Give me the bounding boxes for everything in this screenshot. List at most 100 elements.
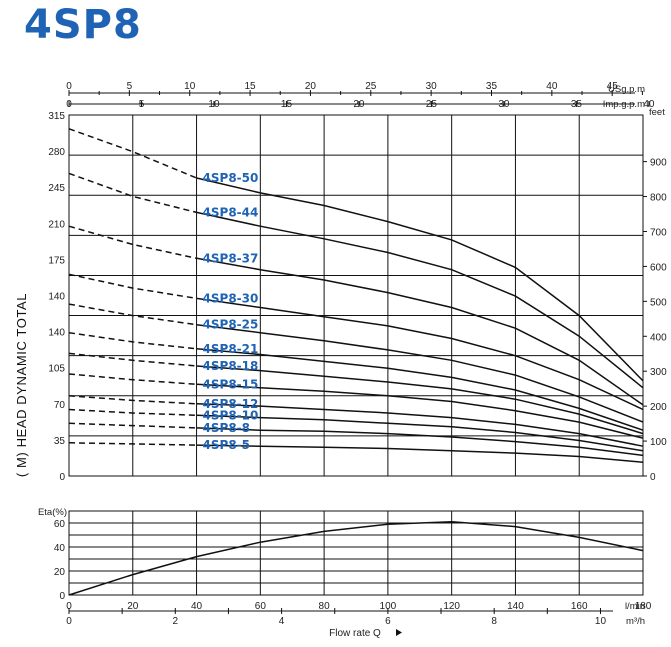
usgpm-tick-label: 45 [607, 81, 619, 92]
y-tick-label-right: 700 [650, 227, 667, 238]
head-curve-solid [196, 177, 644, 382]
head-curve-dashed [68, 128, 197, 179]
m3h-tick-label: 2 [173, 616, 179, 627]
usgpm-tick-label: 10 [184, 81, 196, 92]
y-tick-label-left: 35 [54, 436, 66, 447]
y-tick-label-right: 0 [650, 472, 656, 483]
eta-plot-frame [68, 510, 644, 596]
lmin-tick-label: 60 [255, 601, 267, 612]
impgpm-tick-label: 10 [208, 99, 220, 110]
head-curve-dashed [68, 422, 197, 429]
y-tick-label-left: 140 [48, 328, 65, 339]
usgpm-tick-label: 25 [365, 81, 377, 92]
head-curve-dashed [68, 331, 197, 350]
curve-label: 4SP8-18 [203, 359, 259, 373]
y-tick-label-right: 300 [650, 367, 667, 378]
efficiency-curve [68, 521, 644, 596]
head-curve-solid [196, 211, 644, 389]
y-tick-label-left: 175 [48, 255, 65, 266]
curve-label: 4SP8-25 [203, 318, 259, 332]
y-tick-label-left: 315 [48, 111, 65, 122]
lmin-tick-label: 140 [507, 601, 524, 612]
head-curve-dashed [68, 408, 197, 417]
usgpm-unit-label: USg.p.m [608, 84, 645, 95]
head-curve-solid [196, 444, 644, 463]
y-tick-label-right: 600 [650, 262, 667, 273]
usgpm-tick-label: 5 [127, 81, 133, 92]
y-tick-label-left: 70 [54, 400, 66, 411]
impgpm-tick-label: 15 [281, 99, 293, 110]
head-curve-dashed [68, 172, 197, 214]
m3h-tick-label: 4 [279, 616, 285, 627]
impgpm-tick-label: 20 [353, 99, 365, 110]
y-tick-label-right: 900 [650, 158, 667, 169]
lmin-tick-label: 40 [191, 601, 203, 612]
y-tick-label-left: 105 [48, 364, 65, 375]
head-curve-solid [196, 414, 644, 452]
head-curve-dashed [68, 303, 197, 326]
y-tick-label-right: 400 [650, 332, 667, 343]
y-tick-label-left: 245 [48, 183, 65, 194]
head-curve-dashed [68, 442, 197, 446]
head-curve-solid [196, 257, 644, 406]
curve-label: 4SP8-10 [203, 408, 259, 422]
curve-label: 4SP8-30 [203, 291, 259, 305]
eta-y-tick-label: 20 [54, 567, 66, 578]
impgpm-tick-label: 35 [571, 99, 583, 110]
lmin-tick-label: 180 [635, 601, 652, 612]
curve-label: 4SP8-21 [203, 342, 259, 356]
m3h-tick-label: 10 [595, 616, 607, 627]
curve-label: 4SP8-15 [203, 377, 259, 391]
usgpm-tick-label: 35 [486, 81, 498, 92]
head-curve-dashed [68, 373, 197, 386]
impgpm-tick-label: 25 [426, 99, 438, 110]
head-curve-solid [196, 348, 644, 431]
usgpm-tick-label: 40 [546, 81, 558, 92]
flow-arrow-icon [396, 629, 402, 636]
impgpm-tick-label: 0 [66, 99, 72, 110]
head-curve-dashed [68, 395, 197, 405]
m3h-tick-label: 0 [66, 616, 72, 627]
y-tick-label-right: 500 [650, 297, 667, 308]
curve-label: 4SP8-5 [203, 438, 250, 452]
head-curve-solid [196, 323, 644, 423]
feet-unit-label: feet [649, 107, 665, 118]
m3h-tick-label: 8 [491, 616, 497, 627]
y-tick-label-right: 200 [650, 402, 667, 413]
curve-label: 4SP8-8 [203, 421, 250, 435]
lmin-tick-label: 80 [319, 601, 331, 612]
lmin-tick-label: 100 [380, 601, 397, 612]
y-tick-label-left: 0 [59, 472, 65, 483]
m3h-unit-label: m³/h [626, 616, 645, 627]
eta-y-tick-label: 60 [54, 519, 66, 530]
head-curve-dashed [68, 352, 197, 367]
lmin-tick-label: 160 [571, 601, 588, 612]
impgpm-tick-label: 5 [139, 99, 145, 110]
m3h-tick-label: 6 [385, 616, 391, 627]
head-curve-solid [196, 297, 644, 411]
head-curve-dashed [68, 225, 197, 260]
head-curve-solid [196, 383, 644, 439]
y-tick-label-left: 280 [48, 147, 65, 158]
impgpm-unit-label: Imp.g.p.m [603, 99, 645, 110]
lmin-tick-label: 0 [66, 601, 72, 612]
x-axis-label: Flow rate Q [329, 628, 381, 639]
usgpm-tick-label: 15 [245, 81, 257, 92]
curve-label: 4SP8-44 [203, 205, 259, 219]
lmin-tick-label: 20 [127, 601, 139, 612]
lmin-unit-label: l/min [625, 601, 645, 612]
eta-y-tick-label: 40 [54, 543, 66, 554]
lmin-tick-label: 120 [443, 601, 460, 612]
usgpm-tick-label: 20 [305, 81, 317, 92]
head-curve-dashed [68, 273, 197, 300]
model-title: 4SP8 [24, 2, 142, 48]
usgpm-tick-label: 0 [66, 81, 72, 92]
y-tick-label-right: 800 [650, 193, 667, 204]
head-curve-solid [196, 427, 644, 457]
eta-y-tick-label: 0 [59, 591, 65, 602]
head-plot-frame [68, 114, 644, 477]
usgpm-tick-label: 30 [426, 81, 438, 92]
y-tick-label-left: 210 [48, 219, 65, 230]
eta-axis-label: Eta(%) [38, 507, 67, 518]
